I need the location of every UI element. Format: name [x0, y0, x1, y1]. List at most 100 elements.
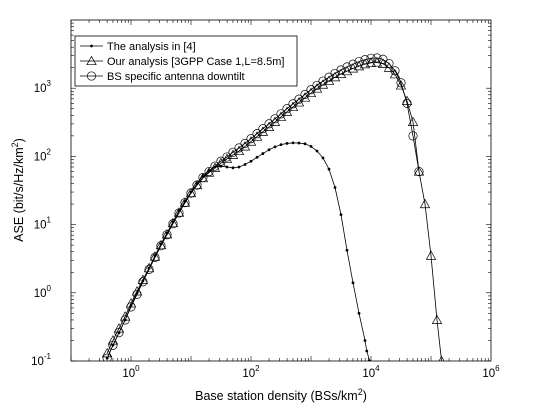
- data-point-triangle: [371, 57, 383, 67]
- x-tick-label: 102: [242, 364, 260, 380]
- data-point-triangle: [161, 229, 173, 239]
- data-point-triangle: [173, 207, 185, 217]
- data-point-circle: [390, 66, 400, 76]
- data-point-circle: [234, 143, 244, 153]
- data-point-circle: [246, 134, 256, 144]
- y-axis: 10-1 100 101 102 103: [31, 22, 491, 368]
- data-point-circle: [402, 98, 412, 108]
- data-point-circle: [120, 315, 130, 325]
- data-point-circle: [408, 131, 418, 141]
- legend-label: The analysis in [4]: [107, 41, 196, 53]
- data-point-circle: [300, 89, 310, 99]
- data-point-circle: [102, 353, 112, 361]
- data-point-circle: [372, 53, 382, 63]
- data-point-triangle: [395, 80, 407, 90]
- y-axis-label: ASE (bit/s/Hz/km2): [10, 138, 26, 242]
- data-point-triangle: [438, 355, 445, 361]
- y-tick-label: 10-1: [31, 352, 51, 368]
- x-axis: 100 102 104 106: [70, 20, 500, 380]
- data-point-circle: [264, 119, 274, 129]
- legend: The analysis in [4] Our analysis [3GPP Ca…: [74, 35, 298, 87]
- x-tick-label: 106: [482, 364, 500, 380]
- data-point-circle: [414, 166, 424, 177]
- data-point-circle: [276, 109, 286, 119]
- data-point-circle: [360, 55, 370, 65]
- legend-item: BS specific antenna downtilt: [80, 71, 245, 83]
- data-point-circle: [108, 340, 118, 350]
- data-point-circle: [288, 99, 298, 109]
- data-point-triangle: [425, 250, 437, 260]
- data-point-circle: [192, 180, 202, 190]
- data-point-triangle: [209, 162, 221, 172]
- data-point-dot: [351, 281, 355, 285]
- data-point-dot: [273, 145, 277, 149]
- data-point-dot: [243, 163, 247, 166]
- data-point-circle: [156, 241, 166, 251]
- data-point-circle: [330, 68, 340, 78]
- data-point-triangle: [419, 198, 431, 209]
- data-point-triangle: [143, 262, 155, 273]
- data-point-circle: [342, 62, 352, 72]
- data-point-circle: [378, 54, 388, 64]
- data-point-triangle: [389, 68, 401, 79]
- data-point-circle: [174, 208, 184, 218]
- data-point-circle: [114, 328, 124, 338]
- data-point-circle: [216, 156, 226, 166]
- data-point-dot: [285, 142, 289, 145]
- data-point-triangle: [323, 75, 335, 85]
- series-line: [106, 57, 420, 359]
- y-tick-label: 103: [34, 79, 52, 95]
- x-axis-label: Base station density (BSs/km2): [195, 387, 367, 403]
- data-point-circle: [222, 152, 232, 162]
- data-point-triangle: [317, 79, 329, 89]
- data-point-circle: [294, 94, 304, 104]
- data-point-dot: [357, 311, 361, 315]
- data-point-circle: [348, 59, 358, 69]
- plot-frame: [70, 19, 492, 362]
- data-point-circle: [282, 104, 292, 114]
- data-point-triangle: [431, 314, 443, 324]
- y-tick-label: 101: [34, 216, 52, 232]
- data-point-circle: [252, 129, 262, 139]
- data-point-triangle: [155, 239, 167, 250]
- data-point-circle: [204, 166, 214, 177]
- data-point-triangle: [137, 274, 149, 284]
- data-point-triangle: [185, 187, 197, 198]
- data-point-circle: [138, 277, 148, 287]
- data-point-dot: [231, 166, 235, 170]
- data-point-circle: [336, 65, 346, 75]
- x-tick-label: 104: [362, 364, 380, 380]
- series-line: [106, 62, 442, 361]
- data-point-circle: [180, 198, 190, 208]
- series-triangle: [101, 57, 445, 361]
- data-point-triangle: [377, 58, 389, 68]
- data-point-triangle: [191, 179, 203, 190]
- data-point-circle: [312, 80, 322, 90]
- data-point-dot: [345, 248, 349, 252]
- data-point-triangle: [167, 217, 179, 228]
- series-dot: [105, 141, 372, 361]
- data-point-circle: [168, 219, 178, 229]
- data-point-dot: [315, 149, 319, 153]
- data-point-dot: [249, 159, 253, 163]
- data-point-dot: [267, 148, 271, 152]
- data-point-dot: [321, 156, 325, 160]
- data-point-dot: [303, 142, 307, 146]
- legend-label: Our analysis [3GPP Case 1,L=8.5m]: [107, 56, 284, 68]
- data-point-dot: [333, 186, 337, 189]
- data-point-circle: [366, 53, 376, 63]
- data-point-circle: [258, 124, 268, 134]
- data-point-circle: [162, 230, 172, 240]
- data-point-circle: [132, 289, 142, 299]
- data-point-dot: [291, 141, 295, 145]
- legend-item: Our analysis [3GPP Case 1,L=8.5m]: [80, 55, 284, 68]
- data-point-circle: [228, 147, 238, 157]
- y-tick-label: 102: [34, 147, 52, 163]
- data-point-triangle: [149, 251, 161, 261]
- data-point-triangle: [413, 166, 425, 176]
- data-point-circle: [384, 58, 394, 69]
- data-point-dot: [297, 141, 301, 145]
- data-point-circle: [186, 188, 196, 198]
- x-tick-label: 100: [122, 364, 140, 380]
